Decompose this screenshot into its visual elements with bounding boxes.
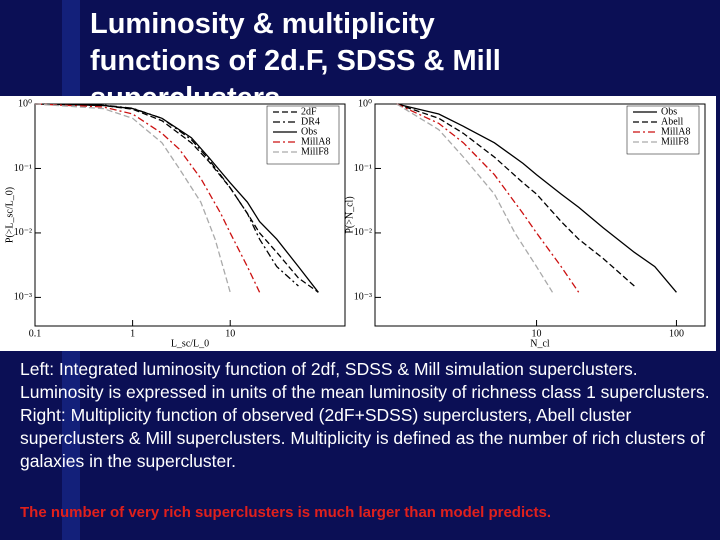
legend-label: MillF8 (661, 136, 689, 147)
caption: Left: Integrated luminosity function of … (20, 358, 716, 473)
series-line (396, 103, 580, 293)
legend-label: Obs (301, 126, 317, 137)
plot-frame (34, 103, 346, 327)
caption-paragraph: Right: Multiplicity function of observed… (20, 405, 705, 471)
y-tick-label: 10⁻¹ (354, 163, 372, 174)
legend-label: 2dF (301, 106, 317, 117)
legend-box (626, 105, 700, 155)
x-axis-label: N_cl (530, 338, 550, 349)
x-tick-label: 0.1 (29, 328, 42, 339)
y-tick-label: 10⁰ (358, 98, 372, 109)
series-line (396, 103, 554, 293)
title-line: functions of 2d.F, SDSS & Mill (90, 45, 501, 77)
y-axis-label: P(>L_sc/L_0) (4, 187, 15, 243)
y-tick-label: 10⁰ (18, 98, 32, 109)
caption-paragraph: Left: Integrated luminosity function of … (20, 359, 710, 402)
conclusion: The number of very rich superclusters is… (20, 504, 551, 521)
y-tick-label: 10⁻³ (14, 292, 32, 303)
legend-label: MillA8 (301, 136, 330, 147)
legend-label: Obs (661, 106, 677, 117)
legend-label: DR4 (301, 116, 320, 127)
legend-label: MillF8 (301, 146, 329, 157)
x-tick-label: 1 (130, 328, 135, 339)
y-tick-label: 10⁻³ (354, 292, 372, 303)
y-tick-label: 10⁻² (14, 227, 32, 238)
series-line (396, 103, 635, 287)
y-tick-label: 10⁻¹ (14, 163, 32, 174)
x-tick-label: 10 (532, 328, 542, 339)
x-axis-label: L_sc/L_0 (171, 338, 209, 349)
series-line (34, 103, 319, 293)
title-line: Luminosity & multiplicity (90, 8, 435, 40)
legend-label: Abell (661, 116, 683, 127)
x-tick-label: 10 (225, 328, 235, 339)
series-line (34, 103, 299, 287)
series-line (34, 103, 231, 293)
y-tick-label: 10⁻² (354, 227, 372, 238)
legend-box (266, 105, 340, 165)
y-axis-label: P(>N_cl) (344, 196, 355, 233)
plot-frame (374, 103, 706, 327)
x-tick-label: 100 (669, 328, 684, 339)
legend-label: MillA8 (661, 126, 690, 137)
figure-background (0, 96, 716, 351)
series-line (396, 103, 677, 293)
series-line (34, 103, 261, 293)
